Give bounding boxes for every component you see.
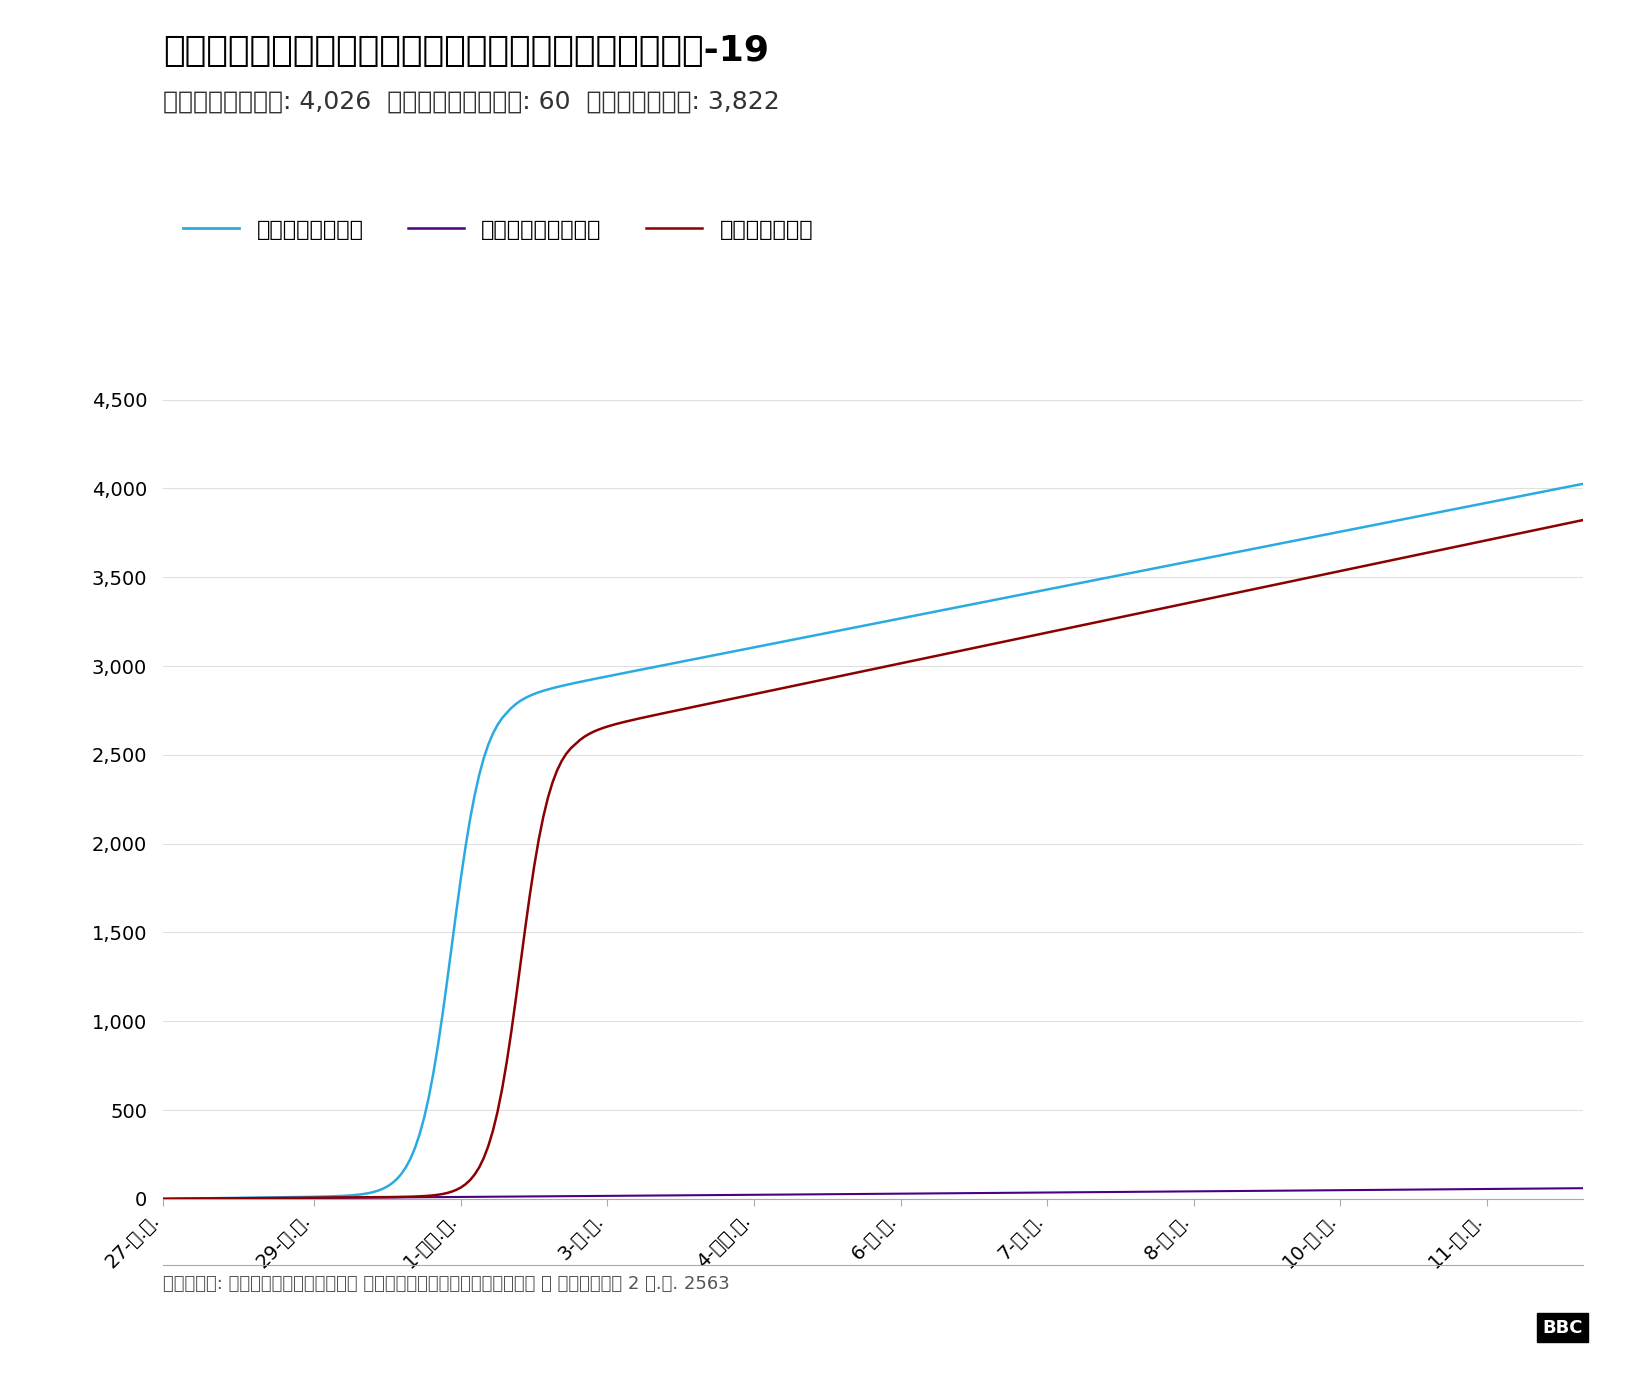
Text: ติดเชื้อ: 4,026  เสียชีวิต: 60  หายแล้ว: 3,822: ติดเชื้อ: 4,026 เสียชีวิต: 60 หายแล้ว: 3…: [163, 90, 780, 113]
Text: สถานการณ์การระบาดโรคโควิด-19: สถานการณ์การระบาดโรคโควิด-19: [163, 34, 769, 69]
Text: ที่มา: กรมควบคุมโรค กระทรวงสาธารณสุข ณ วันที่ 2 ธ.ค. 2563: ที่มา: กรมควบคุมโรค กระทรวงสาธารณสุข ณ ว…: [163, 1275, 730, 1293]
Text: BBC: BBC: [1542, 1319, 1583, 1337]
Legend: ติดเชื้อ, เสียชีวิต, หายแล้ว: ติดเชื้อ, เสียชีวิต, หายแล้ว: [175, 211, 823, 248]
